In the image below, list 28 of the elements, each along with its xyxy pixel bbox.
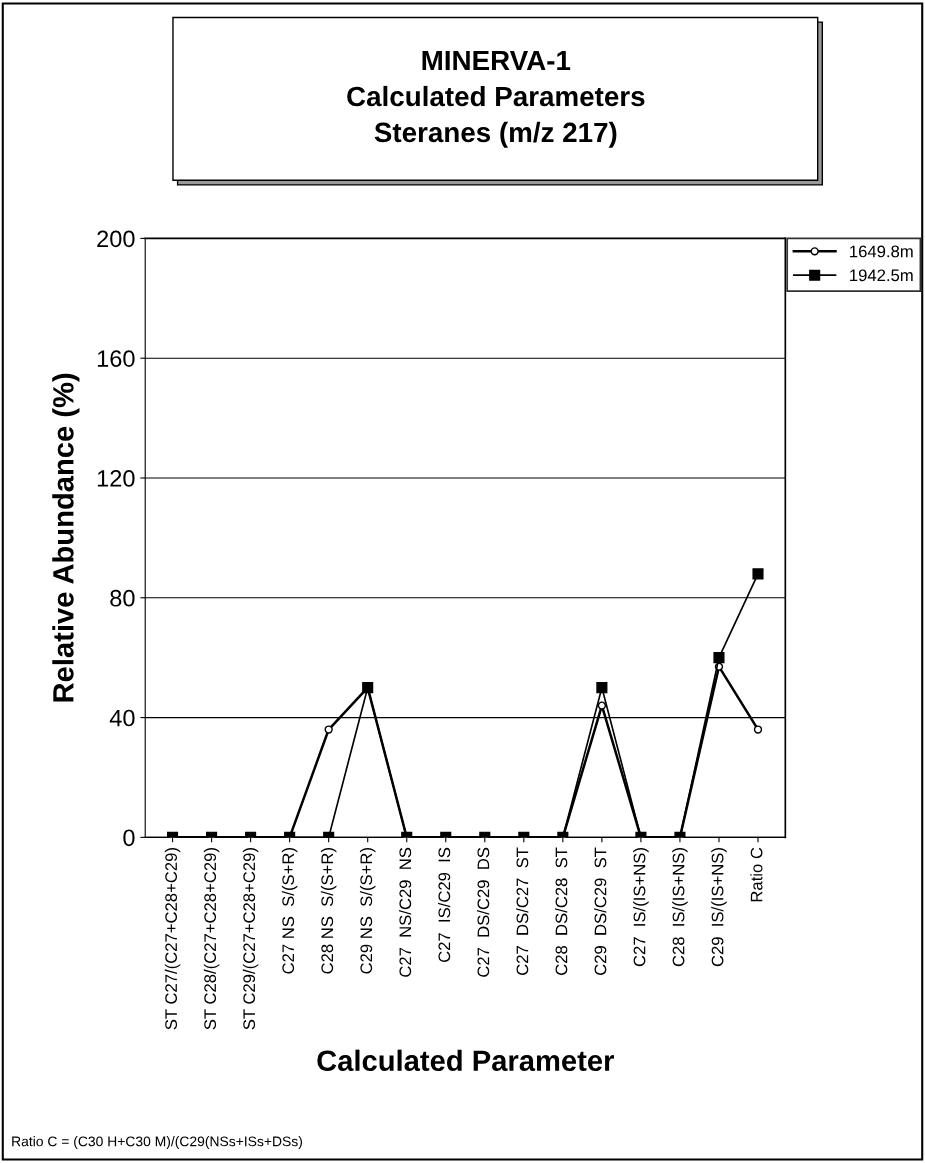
y-tick-label: 0	[123, 829, 135, 847]
x-tick-label: ST C29/(C27+C28+C29)	[242, 848, 259, 1030]
y-axis-title: Relative Abundance (%)	[52, 373, 80, 702]
x-tick-label: C27 IS/C29 IS	[437, 847, 451, 963]
x-tick-label: C28 DS/C28 ST	[555, 847, 568, 975]
x-tick-label: C29 IS/(IS+NS)	[711, 848, 727, 967]
x-axis-title: Calculated Parameter	[317, 1049, 614, 1072]
x-tick-label: ST C28/(C27+C28+C29)	[203, 848, 220, 1030]
x-tick-label: Ratio C	[750, 847, 763, 902]
y-tick-label: 160	[97, 350, 135, 367]
x-tick-label: C29 NS S/(S+R)	[359, 848, 376, 974]
y-tick-label: 80	[110, 589, 135, 607]
y-tick-label: 120	[97, 470, 135, 487]
x-tick-label: C29 DS/C29 ST	[594, 847, 607, 975]
x-tick-label: C28 NS S/(S+R)	[320, 848, 337, 974]
chart-title: MINERVA-1 Calculated Parameters Steranes (m/z 217)	[347, 50, 645, 148]
y-tick-label: 200	[97, 230, 135, 248]
x-tick-label: C27 IS/(IS+NS)	[633, 848, 649, 967]
x-tick-label: C27 DS/C29 DS	[477, 847, 490, 977]
y-tick-label: 40	[109, 709, 135, 727]
x-tick-label: ST C27/(C27+C28+C29)	[164, 848, 181, 1030]
legend-label: 1649.8m	[850, 245, 913, 258]
text: Ratio C = (C30 H+C30 M)/(C29(NSs+ISs+DSs)	[12, 1136, 302, 1150]
x-tick-label: C27 DS/C27 ST	[516, 847, 529, 975]
x-tick-label: C28 IS/(IS+NS)	[672, 848, 688, 967]
legend-label: 1942.5m	[850, 269, 913, 282]
x-tick-label: C27 NS/C29 NS	[398, 847, 412, 977]
x-tick-label: C27 NS S/(S+R)	[281, 848, 298, 974]
